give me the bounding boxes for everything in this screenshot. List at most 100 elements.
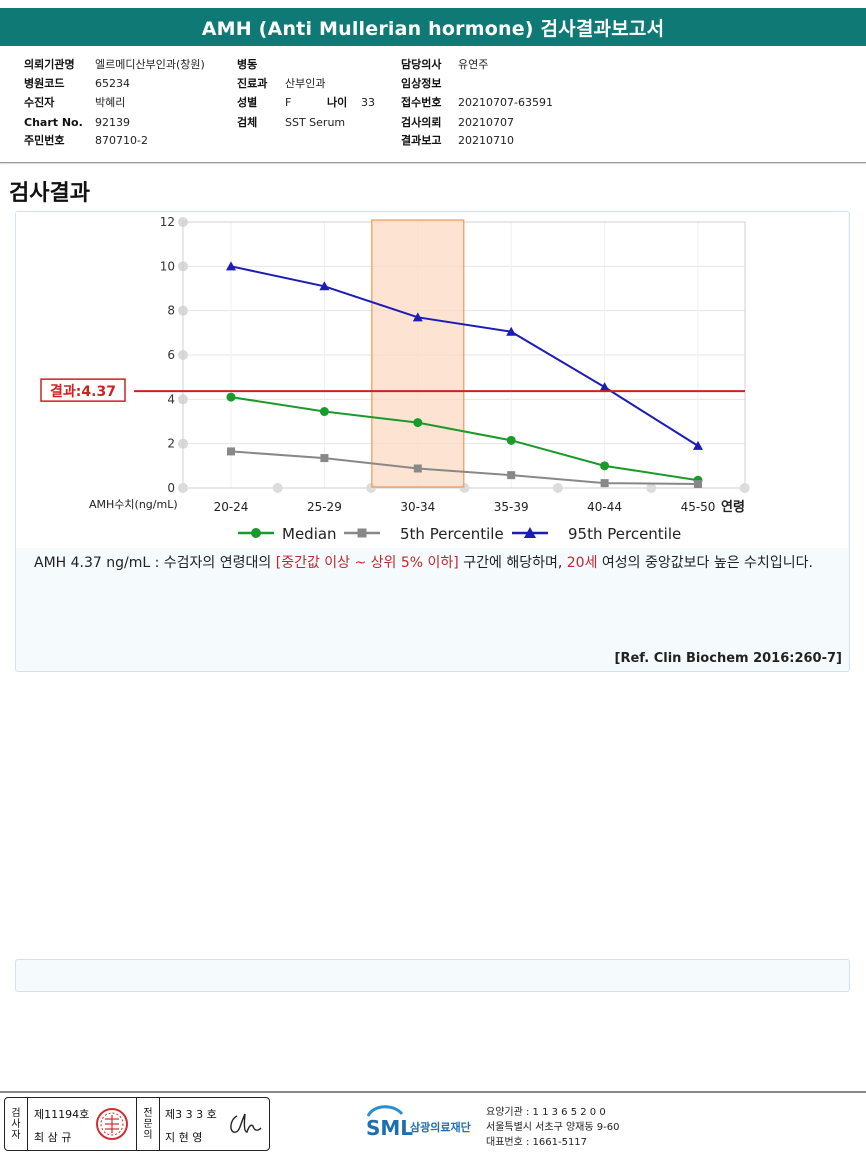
x-tick-label: 40-44 <box>587 500 622 514</box>
report-date-label: 결과보고 <box>401 134 442 147</box>
data-point <box>507 471 516 480</box>
data-point <box>227 447 235 456</box>
series-line <box>230 450 699 486</box>
x-tick-dot <box>272 483 283 493</box>
examiner-name: 최 삼 규 <box>34 1131 72 1144</box>
data-point <box>226 392 236 402</box>
data-point <box>600 479 609 488</box>
data-point <box>319 281 330 291</box>
specialist-license: 제3 3 3 호 <box>165 1108 217 1121</box>
data-point <box>319 407 329 417</box>
ward-label: 병동 <box>237 58 258 71</box>
y-axis-title: AMH수치(ng/mL) <box>89 498 178 511</box>
x-tick-label: 30-34 <box>400 500 435 514</box>
institution-value: 엘르메디산부인과(창원) <box>95 58 205 71</box>
desc-text-2: 구간에 해당하며, <box>458 555 567 571</box>
reference-citation: [Ref. Clin Biochem 2016:260-7] <box>614 651 842 666</box>
resident-no-value: 870710-2 <box>95 133 148 147</box>
org-info: 요양기관 : 1 1 3 6 5 2 0 0 서울특별시 서초구 양재동 9-6… <box>486 1105 619 1150</box>
specialist-name: 지 현 영 <box>165 1131 203 1144</box>
age-value: 33 <box>361 95 375 109</box>
x-tick-label: 25-29 <box>307 500 342 514</box>
data-point <box>694 480 702 489</box>
department-value: 산부인과 <box>285 77 326 90</box>
legend-label: 5th Percentile <box>400 525 504 543</box>
receipt-no-label: 접수번호 <box>401 96 442 109</box>
empty-panel <box>15 959 850 992</box>
sml-logo-text: SML <box>366 1116 413 1140</box>
highlight-band <box>371 219 465 488</box>
footer-divider <box>0 1091 866 1093</box>
chart-no-label: Chart No. <box>24 115 83 129</box>
x-tick-dot <box>178 483 188 493</box>
data-point <box>413 464 422 473</box>
y-tick-label: 6 <box>167 348 175 362</box>
examiner-license: 제11194호 <box>34 1108 90 1121</box>
org-phone: 대표번호 : 1661-5117 <box>486 1137 588 1148</box>
x-tick-label: 20-24 <box>214 500 249 514</box>
x-tick-dot <box>646 483 657 493</box>
data-point <box>506 326 517 336</box>
hospital-code-label: 병원코드 <box>24 77 65 90</box>
result-description: AMH 4.37 ng/mL : 수검자의 연령대의 [중간값 이상 ~ 상위 … <box>34 553 849 574</box>
result-label-box <box>40 378 126 402</box>
legend-marker <box>251 528 261 538</box>
data-point <box>506 435 516 445</box>
specimen-label: 검체 <box>237 116 258 129</box>
patient-label: 수진자 <box>24 96 55 109</box>
hospital-code-value: 65234 <box>95 76 130 90</box>
doctor-value: 유연주 <box>458 58 489 71</box>
patient-value: 박혜리 <box>95 96 126 109</box>
desc-age: 20세 <box>566 555 598 571</box>
chart-no-value: 92139 <box>95 115 130 129</box>
department-label: 진료과 <box>237 77 268 90</box>
series-line <box>230 396 699 482</box>
org-address: 서울특별시 서초구 양재동 9-60 <box>486 1122 620 1133</box>
institution-label: 의뢰기관명 <box>24 58 75 71</box>
data-point <box>599 382 610 392</box>
x-tick-dot <box>739 483 750 493</box>
desc-text-1: AMH 4.37 ng/mL : 수검자의 연령대의 <box>34 555 276 571</box>
x-axis-title: 연령 <box>721 500 745 515</box>
y-tick-label: 10 <box>160 259 175 273</box>
x-tick-label: 45-50 <box>681 500 716 514</box>
x-tick-label: 35-39 <box>494 500 529 514</box>
amh-chart-svg: 0 2 4 6 8 10 12 결과:4.37 20-24 25-29 30-34 35-39 40-4… <box>40 215 750 543</box>
series-line <box>230 265 699 447</box>
doctor-label: 담당의사 <box>401 58 442 71</box>
data-point <box>693 440 703 450</box>
header-divider <box>0 162 866 163</box>
data-point <box>320 454 329 463</box>
y-tick-label: 8 <box>167 304 175 318</box>
age-label: 나이 <box>327 96 348 109</box>
y-tick-label: 2 <box>167 437 175 451</box>
section-title: 검사결과 <box>9 181 90 206</box>
resident-no-label: 주민번호 <box>24 134 65 147</box>
x-tick-dot <box>552 483 563 493</box>
data-point <box>600 461 610 471</box>
amh-chart: 0 2 4 6 8 10 12 결과:4.37 20-24 25-29 30-34 35-39 40-4… <box>16 212 848 548</box>
desc-range: [중간값 이상 ~ 상위 5% 이하] <box>275 555 459 571</box>
signature-mark <box>227 1110 263 1143</box>
sex-label: 성별 <box>237 96 258 109</box>
data-point <box>413 418 423 428</box>
legend-marker <box>357 528 367 538</box>
y-tick-label: 0 <box>167 481 175 495</box>
sml-logo: SML 삼광의료재단 <box>364 1102 482 1148</box>
org-code: 요양기관 : 1 1 3 6 5 2 0 0 <box>486 1107 606 1118</box>
patient-info: 의뢰기관명 엘르메디산부인과(창원) 병원코드 65234 수진자 박혜리 Chart… <box>0 50 866 160</box>
y-tick-label: 12 <box>160 215 175 229</box>
specimen-value: SST Serum <box>285 115 346 129</box>
receipt-no-value: 20210707-63591 <box>458 95 553 109</box>
request-date-label: 검사의뢰 <box>401 116 442 129</box>
seal-stamp <box>95 1107 129 1144</box>
org-name: 삼광의료재단 <box>410 1120 471 1134</box>
report-title: AMH (Anti Mullerian hormone) 검사결과보고서 <box>0 8 866 46</box>
legend-marker <box>524 527 536 538</box>
desc-text-3: 여성의 중앙값보다 높은 수치입니다. <box>597 555 813 571</box>
